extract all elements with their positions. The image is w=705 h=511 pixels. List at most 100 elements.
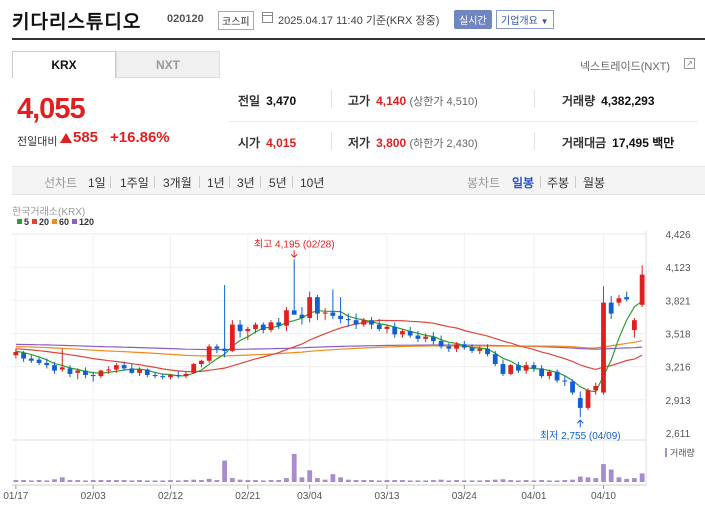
volume-bar bbox=[83, 480, 88, 482]
candle-body bbox=[144, 369, 150, 375]
divider bbox=[540, 176, 541, 188]
volume-bar bbox=[616, 477, 622, 482]
period-3m[interactable]: 3개월 bbox=[163, 176, 192, 190]
candle-body bbox=[222, 348, 228, 351]
volume-label: 거래량 bbox=[670, 447, 695, 458]
volume-bar bbox=[315, 478, 320, 482]
legend-swatch bbox=[17, 219, 22, 224]
ma-5-line bbox=[15, 300, 643, 393]
volume-bar bbox=[624, 478, 630, 482]
candle-body bbox=[98, 370, 104, 377]
min-arrow-icon bbox=[576, 419, 584, 428]
candle-body bbox=[44, 362, 50, 366]
candle-body bbox=[616, 298, 622, 303]
candle-body bbox=[415, 335, 421, 339]
tab-krx[interactable]: KRX bbox=[12, 51, 116, 78]
volume-bar bbox=[338, 477, 343, 482]
y-tick-label: 3,821 bbox=[665, 296, 690, 307]
current-price: 4,055 bbox=[17, 93, 86, 125]
divider bbox=[229, 176, 230, 188]
volume-bar bbox=[477, 480, 483, 482]
volume-bar bbox=[376, 480, 382, 482]
period-10y[interactable]: 10년 bbox=[300, 176, 325, 190]
volume-bar bbox=[577, 476, 583, 482]
period-1y[interactable]: 1년 bbox=[207, 176, 225, 190]
candle-body bbox=[523, 365, 529, 371]
period-1d[interactable]: 1일 bbox=[88, 176, 106, 190]
y-tick-label: 4,426 bbox=[665, 230, 690, 241]
candle-monthly[interactable]: 월봉 bbox=[583, 176, 606, 190]
min-price-annotation: 최저 2,755 (04/09) bbox=[540, 430, 621, 442]
volume-bar bbox=[229, 478, 235, 482]
price-chart[interactable]: 4,426 4,123 3,821 3,518 3,216 2,913 2,611 01/17… bbox=[0, 203, 705, 511]
volume-bar bbox=[52, 479, 57, 482]
period-5y[interactable]: 5년 bbox=[269, 176, 287, 190]
candle-weekly[interactable]: 주봉 bbox=[547, 176, 570, 190]
candle-body bbox=[299, 314, 305, 318]
candle-body bbox=[485, 348, 490, 355]
volume-bar bbox=[90, 480, 96, 482]
volume-bar bbox=[400, 480, 405, 482]
candle-chart-label[interactable]: 봉차트 bbox=[467, 176, 501, 190]
candle-body bbox=[562, 380, 568, 382]
volume-bar bbox=[423, 480, 429, 482]
candle-body bbox=[21, 353, 26, 359]
market-badge: 코스피 bbox=[218, 11, 254, 30]
candle-body bbox=[345, 319, 351, 321]
candle-body bbox=[106, 369, 112, 371]
candle-body bbox=[593, 385, 599, 391]
volume-bar bbox=[113, 480, 119, 482]
stat-low-value: 3,800 bbox=[376, 136, 407, 150]
period-3y[interactable]: 3년 bbox=[237, 176, 255, 190]
volume-bar bbox=[415, 480, 421, 482]
candle-body bbox=[531, 365, 537, 369]
candle-body bbox=[90, 374, 96, 377]
candle-body bbox=[168, 374, 173, 378]
volume-bar bbox=[59, 477, 65, 482]
volume-bar bbox=[183, 480, 189, 482]
candle-body bbox=[430, 336, 436, 342]
candle-body bbox=[477, 348, 483, 351]
candle-body bbox=[113, 365, 119, 370]
volume-bar bbox=[106, 480, 112, 482]
candle-body bbox=[353, 320, 359, 325]
stat-high: 고가 4,140 (상한가 4,510) bbox=[348, 92, 478, 109]
candle-body bbox=[229, 324, 235, 351]
nextrade-link[interactable]: 넥스트레이드(NXT) bbox=[580, 61, 671, 73]
company-overview-button[interactable]: 기업개요 ▼ bbox=[496, 10, 554, 29]
volume-bar bbox=[222, 460, 228, 482]
stat-open: 시가 4,015 bbox=[238, 134, 296, 151]
y-tick-label: 4,123 bbox=[665, 263, 690, 274]
candle-body bbox=[59, 367, 65, 370]
volume-bar bbox=[353, 480, 359, 482]
stats-divider bbox=[228, 121, 698, 122]
volume-bar bbox=[13, 480, 19, 482]
candle-body bbox=[423, 336, 429, 339]
candle-body bbox=[461, 344, 467, 348]
calendar-icon bbox=[262, 12, 273, 23]
external-link-icon[interactable]: ↗ bbox=[684, 58, 695, 69]
legend-label: 20 bbox=[39, 217, 50, 227]
candle-body bbox=[438, 341, 444, 347]
volume-bar bbox=[144, 480, 150, 482]
volume-bar bbox=[260, 480, 266, 482]
candle-body bbox=[83, 370, 88, 375]
volume-bar bbox=[570, 479, 575, 482]
divider bbox=[154, 176, 155, 188]
volume-bar bbox=[276, 480, 282, 482]
tab-nxt[interactable]: NXT bbox=[116, 51, 220, 78]
volume-bar bbox=[129, 480, 135, 482]
period-1w[interactable]: 1주일 bbox=[120, 176, 149, 190]
candle-body bbox=[13, 351, 19, 356]
volume-bar bbox=[639, 473, 645, 482]
realtime-button[interactable]: 실시간 bbox=[454, 10, 492, 29]
candle-body bbox=[291, 310, 297, 315]
candle-body bbox=[407, 331, 413, 336]
legend-label: 120 bbox=[79, 217, 95, 227]
line-chart-label[interactable]: 선차트 bbox=[44, 176, 78, 190]
stock-name: 키다리스튜디오 bbox=[12, 12, 142, 33]
candle-daily[interactable]: 일봉 bbox=[512, 176, 535, 190]
volume-bar bbox=[245, 480, 251, 482]
stat-amount-value: 17,495 bbox=[612, 136, 649, 150]
volume-bar bbox=[322, 479, 328, 482]
